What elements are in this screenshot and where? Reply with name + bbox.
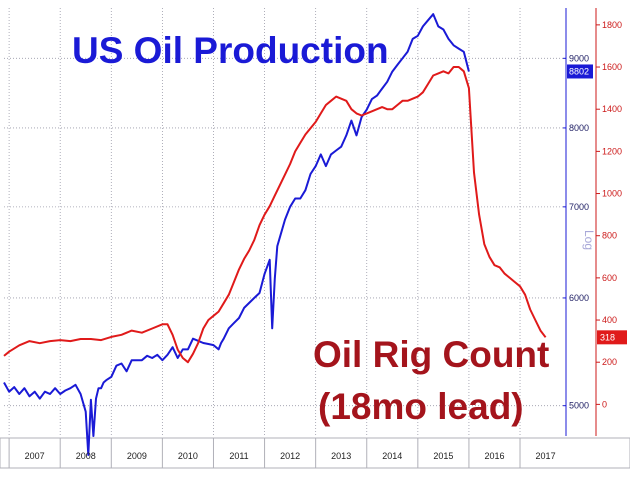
right-tick-label: 800 <box>602 231 617 241</box>
right-tick-label: 1400 <box>602 104 622 114</box>
rig-count-line <box>3 66 547 364</box>
log-scale-label: Log <box>582 230 596 250</box>
right-tick-label: 600 <box>602 273 617 283</box>
x-tick-label: 2009 <box>127 451 147 461</box>
x-tick-label: 2016 <box>484 451 504 461</box>
production-line <box>3 13 470 456</box>
series-lines <box>3 13 547 456</box>
value-badges: 8802 318 <box>567 64 627 345</box>
x-tick-label: 2010 <box>178 451 198 461</box>
x-axis-band <box>0 437 630 469</box>
tick-labels: 2007 2008 2009 2010 2011 2012 2013 2014 2015 2016… <box>25 20 622 461</box>
right-tick-label: 1800 <box>602 20 622 30</box>
rig-count-subtitle: (18mo lead) <box>318 386 524 427</box>
production-value-badge <box>567 64 593 79</box>
right-tick-label: 0 <box>602 399 607 409</box>
left-tick-label: 5000 <box>569 401 589 411</box>
x-tick-label: 2007 <box>25 451 45 461</box>
x-tick-label: 2012 <box>280 451 300 461</box>
x-axis-band-bg <box>0 437 630 469</box>
rig-count-value-badge <box>597 330 627 345</box>
x-tick-label: 2015 <box>433 451 453 461</box>
left-tick-label: 9000 <box>569 53 589 63</box>
x-tick-label: 2017 <box>536 451 556 461</box>
production-title: US Oil Production <box>72 30 389 71</box>
right-tick-label: 1000 <box>602 189 622 199</box>
left-tick-label: 8000 <box>569 123 589 133</box>
grid-lines <box>4 8 566 436</box>
right-tick-label: 200 <box>602 357 617 367</box>
right-tick-label: 400 <box>602 315 617 325</box>
x-tick-label: 2008 <box>76 451 96 461</box>
rig-count-title: Oil Rig Count <box>313 334 550 375</box>
rig-count-value-label: 318 <box>600 332 615 342</box>
right-tick-label: 1600 <box>602 62 622 72</box>
production-value-label: 8802 <box>569 66 589 76</box>
x-tick-label: 2013 <box>331 451 351 461</box>
axes <box>563 8 600 436</box>
x-tick-label: 2011 <box>229 451 248 461</box>
left-tick-label: 7000 <box>569 202 589 212</box>
left-tick-label: 6000 <box>569 293 589 303</box>
x-tick-label: 2014 <box>382 451 402 461</box>
right-tick-label: 1200 <box>602 146 622 156</box>
